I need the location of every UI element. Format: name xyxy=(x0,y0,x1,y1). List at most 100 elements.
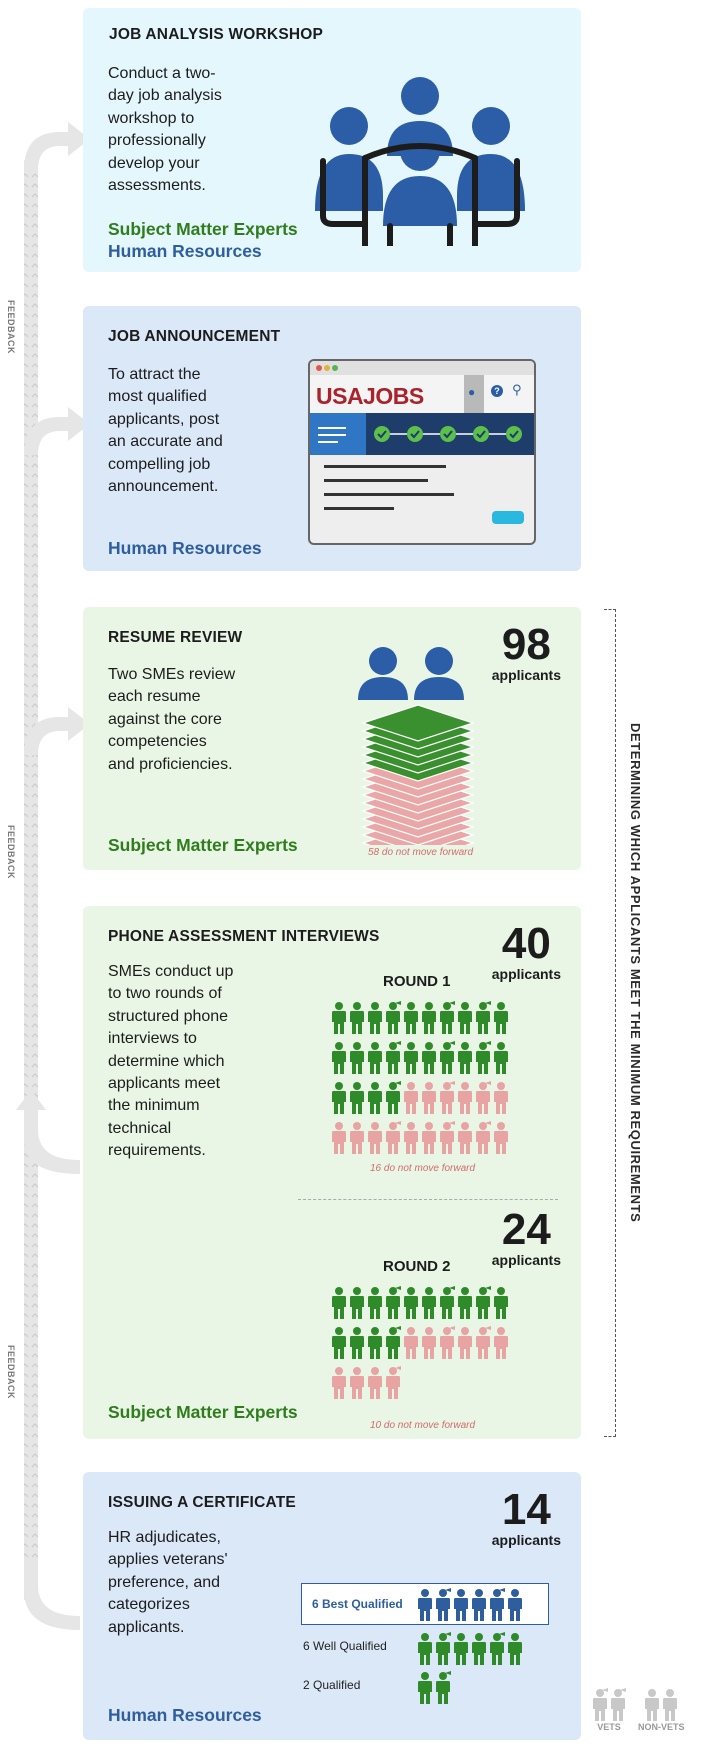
round2-count-label: applicants xyxy=(491,1252,561,1268)
announcement-card: JOB ANNOUNCEMENT To attract the most qua… xyxy=(83,306,581,571)
qualified-applicant-icon xyxy=(418,1633,432,1665)
resume-review-card: RESUME REVIEW Two SMEs review each resum… xyxy=(83,607,581,870)
round1-note: 16 do not move forward xyxy=(370,1163,476,1174)
applicant-pass-icon xyxy=(332,1082,346,1114)
well-qualified-label: 6 Well Qualified xyxy=(303,1639,387,1653)
applicant-count: 98 applicants xyxy=(491,620,561,684)
feedback-label: FEEDBACK xyxy=(6,300,16,355)
round-divider xyxy=(298,1199,558,1200)
menu-icon xyxy=(310,413,366,455)
round2-count-number: 24 xyxy=(501,1205,551,1254)
applicant-fail-icon xyxy=(458,1122,472,1154)
applicant-count-number: 98 xyxy=(501,620,551,669)
workshop-card: JOB ANALYSIS WORKSHOP Conduct a two- day… xyxy=(83,8,581,272)
certificate-count-number: 14 xyxy=(501,1485,551,1534)
round2-people-grid xyxy=(330,1286,510,1400)
applicant-pass-icon xyxy=(386,1001,401,1034)
applicant-pass-icon xyxy=(422,1287,436,1319)
applicant-fail-icon xyxy=(494,1082,508,1114)
applicant-pass-icon xyxy=(368,1327,382,1359)
applicant-fail-icon xyxy=(404,1122,418,1154)
checkpoint-icon xyxy=(506,426,522,442)
legend-non-vets: NON-VETS xyxy=(638,1688,685,1732)
applicant-pass-icon xyxy=(440,1001,455,1034)
qualified-applicant-icon xyxy=(454,1633,468,1665)
round1-count-label: applicants xyxy=(491,966,561,982)
vet-icon xyxy=(593,1688,608,1721)
applicant-pass-icon xyxy=(350,1002,364,1034)
applicant-count-label: applicants xyxy=(491,667,561,683)
applicant-pass-icon xyxy=(494,1042,508,1074)
applicant-pass-icon xyxy=(494,1287,508,1319)
feedback-arrows xyxy=(16,122,90,1630)
legend-vets-label: VETS xyxy=(597,1722,621,1732)
card-title: PHONE ASSESSMENT INTERVIEWS xyxy=(108,928,380,945)
applicant-pass-icon xyxy=(386,1326,401,1359)
applicant-pass-icon xyxy=(458,1287,472,1319)
applicant-pass-icon xyxy=(404,1002,418,1034)
applicant-fail-icon xyxy=(350,1367,364,1399)
search-icon: ⚲ xyxy=(512,382,522,397)
role-hr: Human Resources xyxy=(108,538,262,558)
card-description: Two SMEs review each resume against the … xyxy=(108,666,236,773)
applicant-fail-icon xyxy=(440,1326,455,1359)
applicant-pass-icon xyxy=(440,1286,455,1319)
qualified-applicant-icon xyxy=(418,1589,432,1621)
vet-icon xyxy=(611,1688,626,1721)
applicant-pass-icon xyxy=(404,1287,418,1319)
legend-vets: VETS xyxy=(591,1688,627,1732)
user-icon: ● xyxy=(468,385,476,399)
checkpoint-icon xyxy=(407,426,423,442)
applicant-pass-icon xyxy=(386,1286,401,1319)
applicant-pass-icon xyxy=(332,1042,346,1074)
round1-count: 40 applicants xyxy=(491,922,561,983)
applicant-pass-icon xyxy=(494,1002,508,1034)
non-vet-icon xyxy=(663,1689,678,1721)
help-icon: ? xyxy=(491,385,503,397)
resume-stack-illustration xyxy=(358,647,475,845)
qualified-applicant-icon xyxy=(490,1588,505,1621)
applicant-pass-icon xyxy=(332,1327,346,1359)
applicant-fail-icon xyxy=(476,1326,491,1359)
applicant-fail-icon xyxy=(368,1122,382,1154)
applicant-fail-icon xyxy=(422,1082,436,1114)
card-description: Conduct a two- day job analysis workshop… xyxy=(108,65,222,195)
checkpoint-icon xyxy=(440,426,456,442)
card-description: SMEs conduct up to two rounds of structu… xyxy=(108,963,234,1160)
applicant-fail-icon xyxy=(332,1367,346,1399)
applicant-fail-icon xyxy=(422,1327,436,1359)
applicant-pass-icon xyxy=(422,1002,436,1034)
certificate-count-label: applicants xyxy=(491,1532,561,1548)
feedback-label: FEEDBACK xyxy=(6,1345,16,1400)
qualified-applicant-icon xyxy=(490,1632,505,1665)
meeting-table-icon xyxy=(315,77,525,246)
round2-note: 10 do not move forward xyxy=(370,1420,476,1431)
usajobs-logo: USAJOBS xyxy=(316,383,424,409)
qualified-applicant-icon xyxy=(508,1633,522,1665)
applicant-pass-icon xyxy=(476,1286,491,1319)
applicant-fail-icon xyxy=(476,1121,491,1154)
best-qualified-label: 6 Best Qualified xyxy=(312,1597,403,1611)
applicant-pass-icon xyxy=(458,1042,472,1074)
qualified-applicant-icon xyxy=(436,1632,451,1665)
progress-checkpoints xyxy=(374,426,522,442)
applicant-fail-icon xyxy=(440,1081,455,1114)
applicant-pass-icon xyxy=(350,1082,364,1114)
applicant-fail-icon xyxy=(404,1327,418,1359)
applicant-fail-icon xyxy=(422,1122,436,1154)
role-hr: Human Resources xyxy=(108,241,262,261)
applicant-fail-icon xyxy=(332,1122,346,1154)
qualified-applicant-icon xyxy=(472,1633,486,1665)
role-sme: Subject Matter Experts xyxy=(108,219,298,239)
applicant-pass-icon xyxy=(368,1042,382,1074)
qualified-applicant-icon xyxy=(436,1588,451,1621)
applicant-pass-icon xyxy=(368,1082,382,1114)
qualified-applicant-icon xyxy=(436,1671,451,1704)
card-description: HR adjudicates, applies veterans' prefer… xyxy=(108,1529,228,1636)
resume-sheet xyxy=(361,704,475,742)
bracket-label: DETERMINING WHICH APPLICANTS MEET THE MI… xyxy=(628,723,643,1223)
applicant-fail-icon xyxy=(458,1327,472,1359)
round1-label: ROUND 1 xyxy=(383,973,451,990)
apply-button-illustration xyxy=(492,511,524,524)
certificate-card: ISSUING A CERTIFICATE HR adjudicates, ap… xyxy=(83,1472,581,1740)
